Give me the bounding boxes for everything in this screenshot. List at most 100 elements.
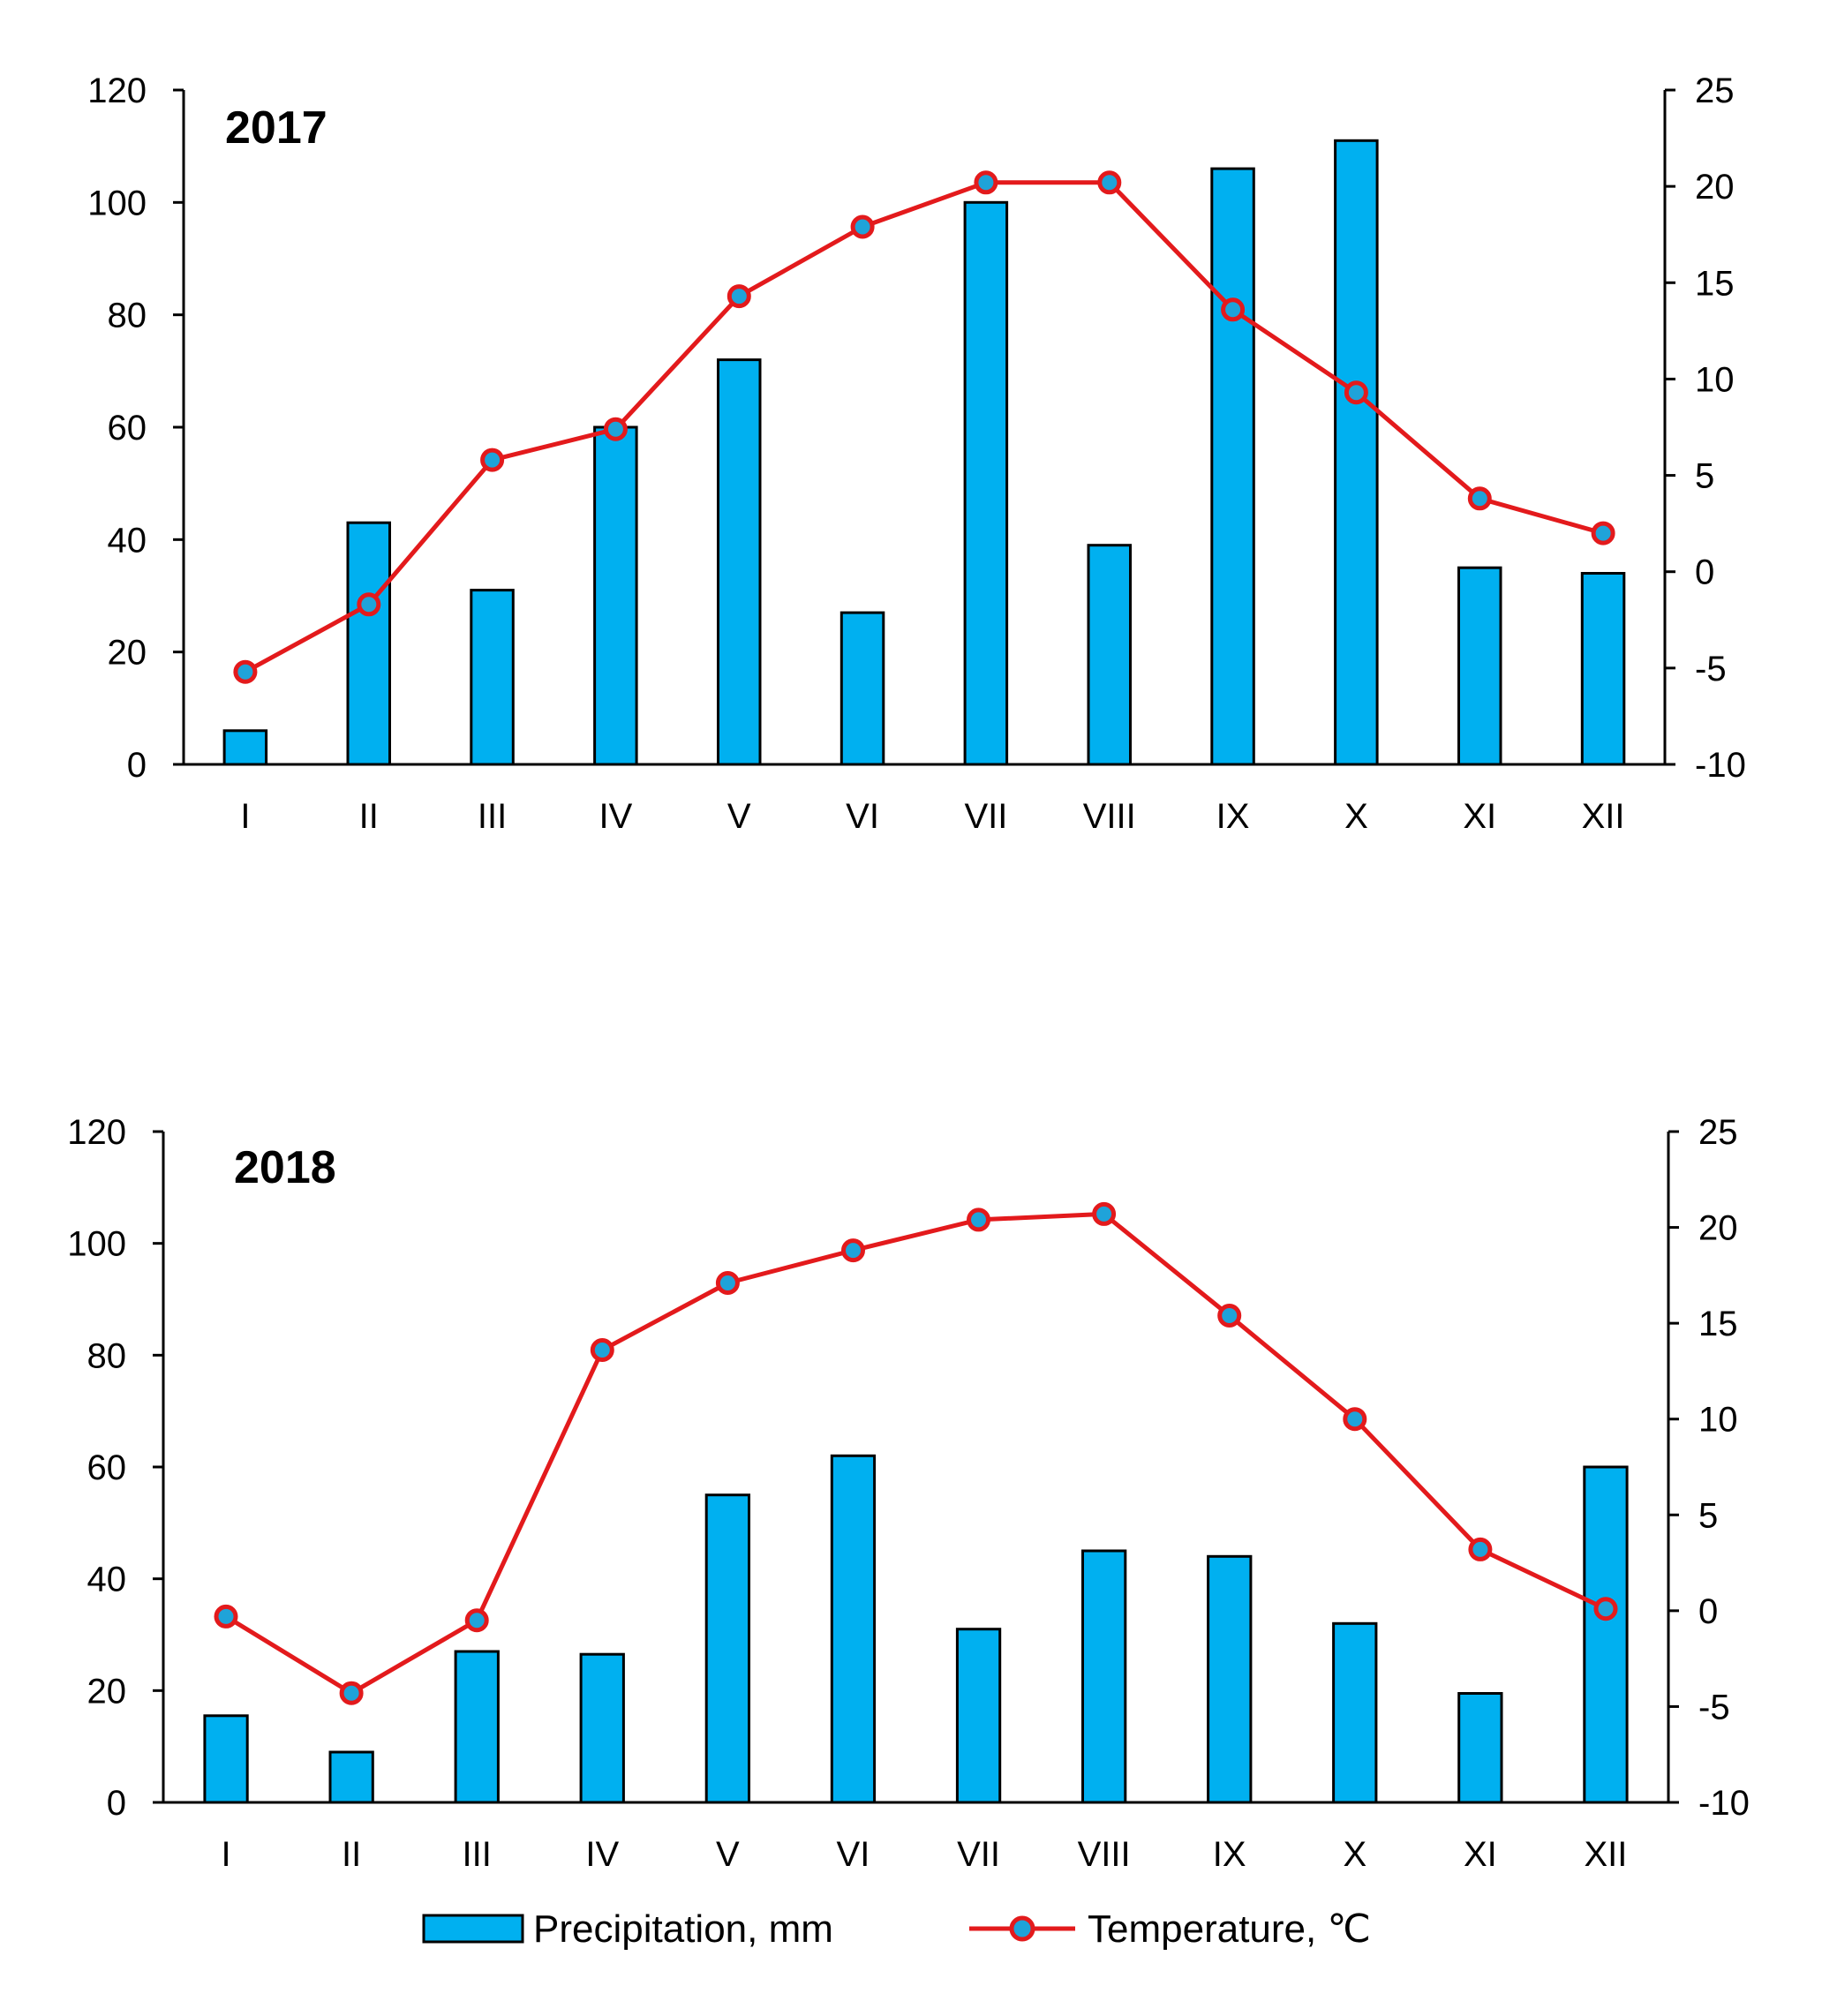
temperature-line — [224, 1211, 1607, 1696]
precipitation-bar-X — [1332, 1621, 1378, 1804]
category-label-IV: IV — [599, 797, 633, 836]
temperature-point-III — [464, 1608, 489, 1633]
precipitation-bar-IV — [579, 1652, 625, 1804]
right-tick-label: 0 — [1695, 553, 1714, 592]
category-label-VIII: VIII — [1078, 1835, 1131, 1874]
precipitation-bar-VIII — [1087, 544, 1132, 766]
precipitation-bar-IX — [1207, 1554, 1253, 1804]
category-label-IX: IX — [1213, 1835, 1246, 1874]
temperature-point-VI — [850, 214, 875, 239]
temperature-point-I — [233, 659, 258, 684]
category-label-VII: VII — [964, 797, 1007, 836]
left-tick-label: 40 — [87, 1561, 127, 1599]
temperature-point-XI — [1468, 1537, 1493, 1561]
left-tick-label: 20 — [87, 1672, 127, 1711]
temperature-point-VII — [974, 170, 998, 195]
category-label-II: II — [359, 797, 379, 836]
precipitation-bar-XII — [1583, 1465, 1629, 1804]
category-label-III: III — [463, 1835, 492, 1874]
temperature-point-III — [480, 448, 505, 472]
category-label-I: I — [240, 797, 250, 836]
category-label-V: V — [716, 1835, 740, 1874]
precipitation-bar-III — [454, 1650, 500, 1804]
right-tick-label: -10 — [1698, 1784, 1750, 1823]
precipitation-bar-IV — [593, 425, 638, 766]
precipitation-bar-XI — [1457, 566, 1502, 766]
temperature-point-II — [339, 1681, 364, 1705]
left-tick-label: 120 — [67, 1113, 126, 1152]
precipitation-bar-VII — [955, 1628, 1002, 1804]
right-tick-label: 25 — [1698, 1113, 1738, 1152]
temperature-point-VII — [967, 1207, 990, 1232]
category-label-V: V — [727, 797, 751, 836]
category-label-XI: XI — [1464, 1835, 1497, 1874]
right-tick-label: 0 — [1698, 1592, 1718, 1631]
precipitation-bar-VIII — [1081, 1549, 1127, 1804]
category-label-VIII: VIII — [1083, 797, 1136, 836]
temperature-point-X — [1344, 380, 1368, 405]
category-label-VI: VI — [837, 1835, 870, 1874]
temperature-point-XII — [1593, 1597, 1618, 1621]
legend-precipitation-label: Precipitation, mm — [533, 1907, 833, 1951]
temperature-point-XII — [1591, 521, 1615, 545]
category-label-II: II — [342, 1835, 361, 1874]
precipitation-bar-IX — [1210, 167, 1255, 766]
right-tick-label: -10 — [1695, 746, 1746, 785]
precipitation-bar-XI — [1457, 1692, 1503, 1804]
category-label-X: X — [1343, 1835, 1366, 1874]
temperature-point-VI — [841, 1238, 865, 1263]
category-label-XII: XII — [1585, 1835, 1628, 1874]
category-label-I: I — [221, 1835, 230, 1874]
category-label-XII: XII — [1582, 797, 1625, 836]
right-tick-label: 15 — [1698, 1305, 1738, 1343]
precipitation-bar-X — [1334, 139, 1379, 766]
precipitation-bar-I — [203, 1714, 249, 1804]
left-tick-label: 60 — [87, 1448, 127, 1487]
left-tick-label: 0 — [107, 1784, 126, 1823]
category-label-IX: IX — [1216, 797, 1250, 836]
temperature-point-IV — [603, 417, 628, 441]
temperature-point-VIII — [1097, 170, 1122, 195]
panel-title: 2018 — [234, 1142, 336, 1193]
left-tick-label: 80 — [87, 1336, 127, 1375]
left-tick-label: 0 — [127, 746, 147, 785]
temperature-point-V — [715, 1271, 740, 1295]
temperature-point-IV — [590, 1338, 614, 1362]
precipitation-bar-VI — [830, 1454, 877, 1804]
right-tick-label: 20 — [1695, 168, 1735, 207]
temperature-point-IX — [1221, 297, 1246, 322]
temperature-point-X — [1343, 1407, 1367, 1432]
category-label-VI: VI — [846, 797, 879, 836]
temperature-point-IX — [1217, 1304, 1242, 1328]
left-tick-label: 120 — [87, 71, 147, 110]
precipitation-bar-I — [222, 729, 268, 766]
precipitation-bar-XII — [1580, 572, 1626, 766]
precipitation-bar-II — [346, 521, 391, 766]
temperature-line — [244, 180, 1604, 674]
category-label-VII: VII — [957, 1835, 1000, 1874]
legend-temperature-marker — [1009, 1915, 1035, 1942]
left-tick-label: 100 — [87, 184, 147, 222]
legend: Precipitation, mm Temperature, ℃ — [422, 1907, 1371, 1951]
temperature-point-V — [727, 284, 751, 309]
precipitation-bar-II — [328, 1750, 374, 1804]
right-tick-label: 5 — [1695, 457, 1714, 496]
right-tick-label: 25 — [1695, 71, 1735, 110]
right-tick-label: -5 — [1695, 650, 1727, 688]
precipitation-bar-V — [704, 1493, 751, 1804]
category-label-XI: XI — [1463, 797, 1496, 836]
right-tick-label: 15 — [1695, 264, 1735, 303]
left-tick-label: 100 — [67, 1225, 126, 1264]
left-tick-label: 60 — [108, 409, 147, 448]
left-tick-label: 20 — [108, 634, 147, 673]
category-label-X: X — [1344, 797, 1368, 836]
left-tick-label: 40 — [108, 521, 147, 560]
temperature-point-XI — [1467, 486, 1492, 511]
panel-title: 2017 — [225, 102, 328, 154]
precipitation-bar-VI — [839, 611, 885, 766]
right-tick-label: 10 — [1695, 360, 1735, 399]
right-tick-label: 5 — [1698, 1496, 1718, 1535]
